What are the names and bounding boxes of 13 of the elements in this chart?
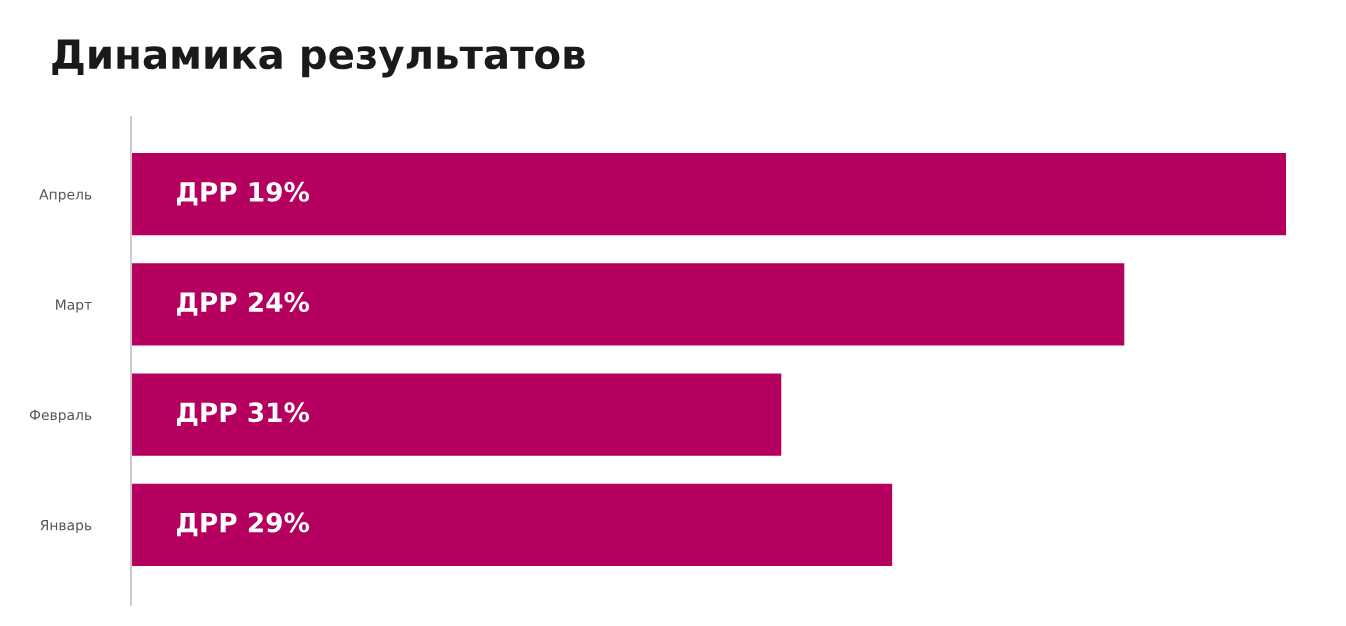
annotation: ДРР 19% [177, 181, 310, 206]
y-tick-label: Январь [40, 520, 92, 534]
y-tick-label: Февраль [29, 409, 92, 423]
y-tick-label: Март [56, 299, 92, 313]
bar [131, 373, 782, 456]
chart-title: Динамика результатов [52, 39, 585, 78]
annotation: ДРР 31% [177, 402, 310, 427]
bar [131, 483, 893, 566]
y-tick-label: Апрель [39, 189, 92, 203]
bar [131, 263, 1125, 346]
bar [131, 153, 1286, 236]
annotation: ДРР 24% [177, 292, 310, 316]
annotation: ДРР 29% [177, 512, 310, 537]
